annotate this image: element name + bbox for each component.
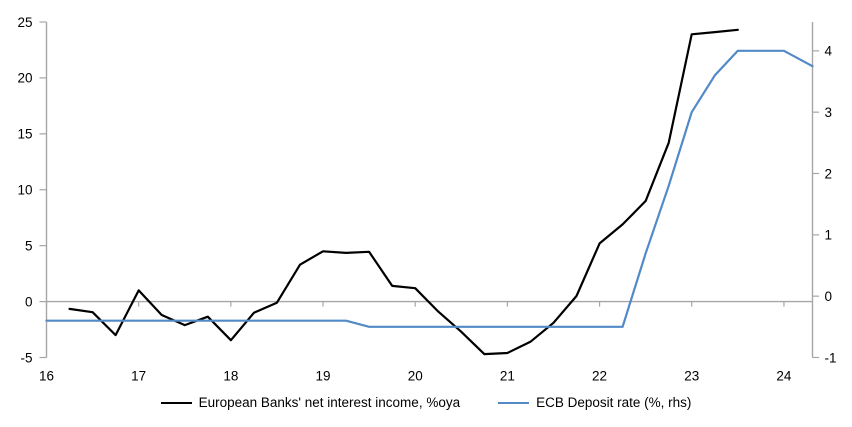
legend-line-sample-blue (498, 401, 530, 404)
right-axis-tick-label: 3 (825, 105, 833, 120)
legend-item-ecb-deposit-rate: ECB Deposit rate (%, rhs) (498, 395, 691, 410)
x-axis-tick-label: 17 (131, 369, 146, 384)
x-axis-tick-label: 16 (39, 369, 54, 384)
right-axis-tick-label: 0 (825, 289, 833, 304)
x-axis-tick-label: 18 (223, 369, 238, 384)
chart-legend: European Banks' net interest income, %oy… (0, 395, 852, 410)
x-axis-tick-label: 20 (408, 369, 423, 384)
left-axis-tick-label: 5 (25, 238, 33, 253)
left-axis-tick-label: -5 (20, 350, 32, 365)
legend-label-ecb-deposit-rate: ECB Deposit rate (%, rhs) (536, 395, 692, 410)
x-axis-tick-label: 24 (776, 369, 792, 384)
x-axis-tick-label: 23 (684, 369, 699, 384)
x-axis-tick-label: 21 (500, 369, 515, 384)
right-axis-tick-label: 2 (825, 166, 833, 181)
left-axis-tick-label: 10 (17, 183, 32, 198)
left-axis-tick-label: 15 (17, 127, 32, 142)
series-line-net-interest-income (68, 28, 739, 356)
left-axis-tick-label: 25 (17, 15, 32, 30)
x-axis-tick-label: 22 (592, 369, 607, 384)
right-axis-tick-label: -1 (825, 350, 837, 365)
legend-item-net-interest-income: European Banks' net interest income, %oy… (160, 395, 461, 410)
legend-line-sample-black (160, 401, 192, 404)
right-axis-tick-label: 1 (825, 228, 833, 243)
legend-label-net-interest-income: European Banks' net interest income, %oy… (198, 395, 461, 410)
series-line-ecb-deposit-rate (45, 49, 814, 328)
left-axis-tick-label: 20 (17, 71, 32, 86)
right-axis-tick-label: 4 (825, 44, 833, 59)
left-axis-tick-label: 0 (25, 294, 33, 309)
x-axis-tick-label: 19 (316, 369, 331, 384)
